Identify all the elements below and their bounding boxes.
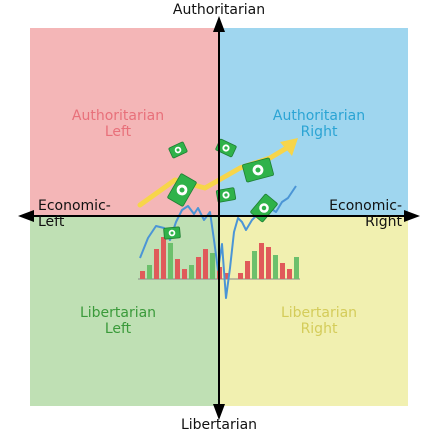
dollar-bill-icons <box>163 138 278 240</box>
bar <box>266 247 271 279</box>
label-authoritarian-left-line2: Left <box>104 124 132 140</box>
label-libertarian-left-line1: Libertarian <box>79 305 157 321</box>
label-libertarian-left: Libertarian Left <box>43 305 193 337</box>
label-libertarian-right: Libertarian Right <box>244 305 394 337</box>
arrow-up-icon <box>213 16 225 32</box>
axis-label-economic-left: Economic- Left <box>38 198 111 230</box>
dollar-bill-icon <box>242 157 274 183</box>
bar <box>294 257 299 279</box>
bar <box>182 269 187 279</box>
label-authoritarian-right-line1: Authoritarian <box>272 108 366 124</box>
dollar-bill-icon <box>250 193 278 223</box>
label-libertarian-right-line1: Libertarian <box>280 305 358 321</box>
label-libertarian-left-line2: Left <box>104 321 132 337</box>
quadrant-libertarian-right <box>218 216 408 406</box>
bar <box>175 259 180 279</box>
bar <box>224 273 229 279</box>
horizontal-axis <box>18 210 420 222</box>
label-authoritarian-right-line2: Right <box>300 124 338 140</box>
label-authoritarian-right: Authoritarian Right <box>244 108 394 140</box>
bar <box>252 251 257 279</box>
label-libertarian-right-line2: Right <box>300 321 338 337</box>
trend-arrow-head <box>280 138 298 156</box>
arrow-left-icon <box>18 210 34 222</box>
label-authoritarian-left: Authoritarian Left <box>43 108 193 140</box>
dollar-bill-icon <box>168 141 188 159</box>
bar <box>196 257 201 279</box>
axis-label-authoritarian: Authoritarian <box>172 2 266 18</box>
axis-label-economic-left-line1: Economic- <box>38 198 111 214</box>
axis-label-economic-right-line1: Economic- <box>329 198 402 214</box>
bar <box>189 265 194 279</box>
vertical-axis <box>213 16 225 420</box>
dollar-bill-icon <box>215 187 237 203</box>
bar <box>147 265 152 279</box>
bar <box>287 269 292 279</box>
bar <box>245 261 250 279</box>
axis-label-libertarian: Libertarian <box>180 417 258 433</box>
bar <box>154 249 159 279</box>
dollar-bill-icon <box>215 138 237 158</box>
quadrant-authoritarian-right <box>218 28 408 216</box>
bar <box>161 237 166 279</box>
dollar-bill-icon <box>167 173 197 207</box>
label-authoritarian-left-line1: Authoritarian <box>71 108 165 124</box>
bar <box>259 243 264 279</box>
quadrant-libertarian-left <box>30 216 218 406</box>
bar <box>238 273 243 279</box>
axis-label-economic-right-line2: Right <box>365 214 402 230</box>
bar <box>210 253 215 279</box>
arrow-down-icon <box>213 404 225 420</box>
axis-label-economic-right: Economic- Right <box>329 198 402 230</box>
trend-arrow-icon <box>137 138 298 208</box>
arrow-right-icon <box>404 210 420 222</box>
bar <box>273 255 278 279</box>
bar <box>168 243 173 279</box>
dollar-bill-icon <box>163 226 181 240</box>
bar <box>140 271 145 279</box>
bar <box>280 263 285 279</box>
axis-label-economic-left-line2: Left <box>38 214 65 230</box>
bar <box>203 249 208 279</box>
trend-arrow-line <box>137 143 293 208</box>
